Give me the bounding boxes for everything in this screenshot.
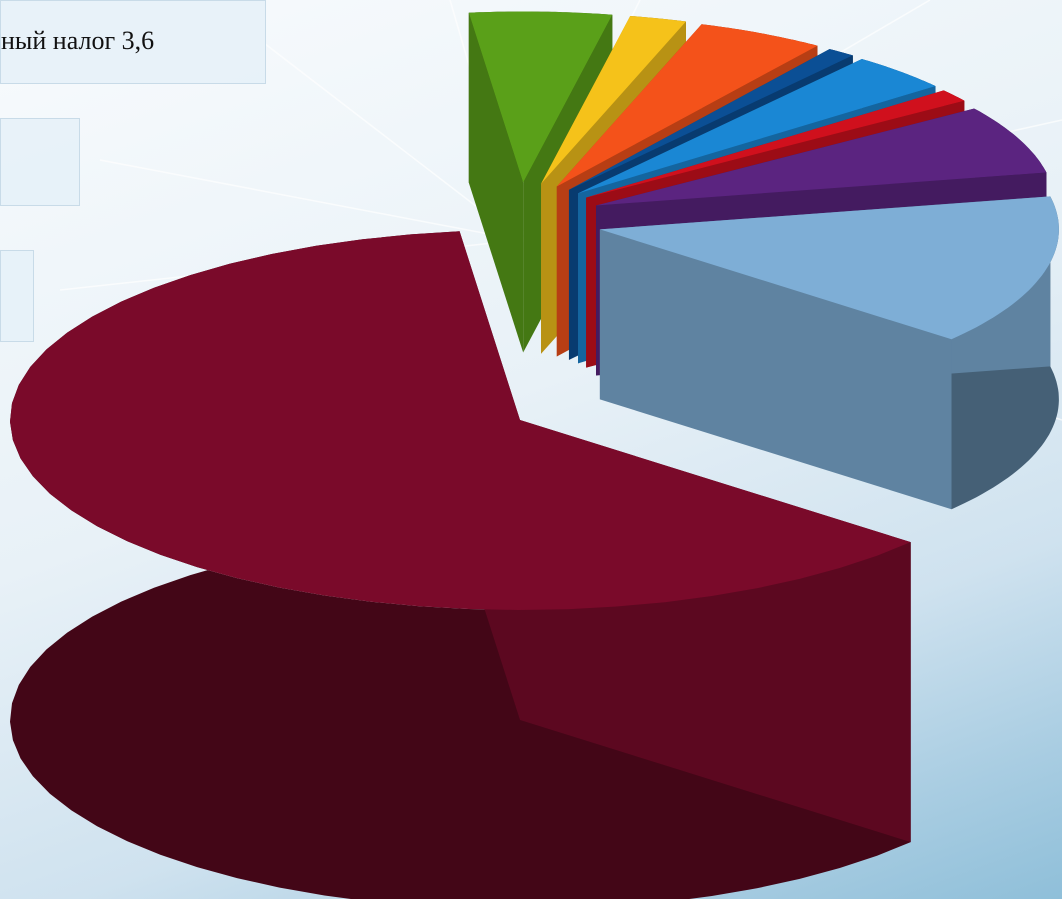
pie-slice-cut-face [599, 229, 952, 510]
pie-slice-top [468, 11, 613, 183]
pie-slice-cut-face [468, 12, 524, 353]
background-ray [99, 159, 521, 241]
pie-slice [599, 196, 1059, 510]
pie-slice-top [599, 196, 1059, 340]
pie-slice [10, 231, 911, 899]
slice-callout-label [0, 250, 34, 342]
pie-slice-top [578, 59, 936, 194]
pie-slices [10, 11, 1059, 899]
pie-slice-top [596, 108, 1047, 206]
pie-slice-top [541, 16, 686, 184]
pie-slice-top [586, 90, 965, 198]
slice-callout-label [0, 118, 80, 206]
pie-slice-top [556, 24, 818, 187]
slice-callout-label: ный налог 3,6 [0, 0, 266, 84]
pie-slice-top [568, 49, 853, 190]
pie-slice-top [10, 231, 911, 611]
